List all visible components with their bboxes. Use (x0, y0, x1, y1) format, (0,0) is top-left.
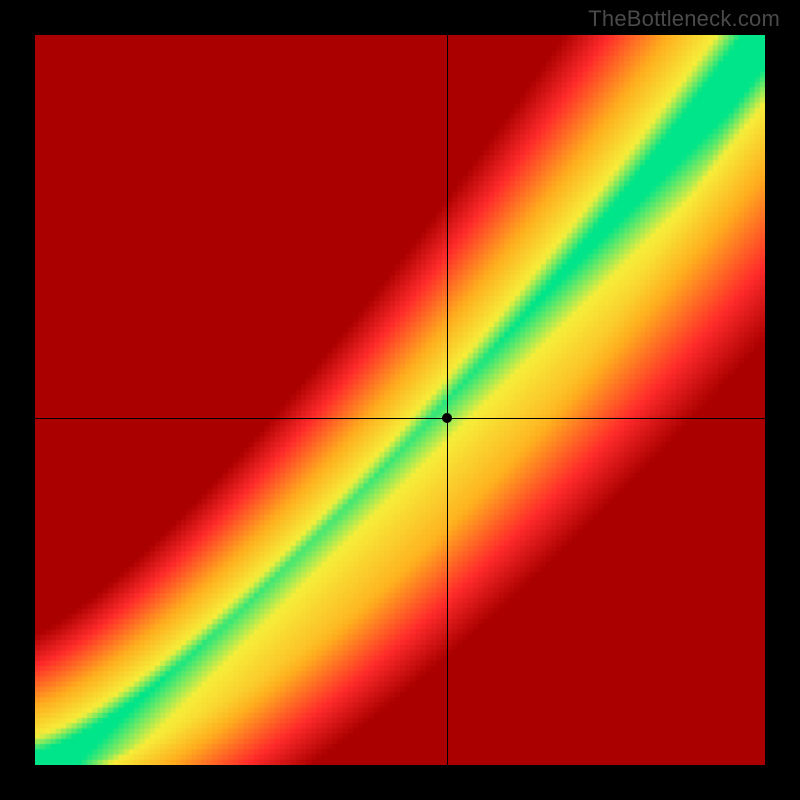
heatmap-canvas (35, 35, 765, 765)
crosshair-vertical (447, 35, 448, 765)
plot-area (35, 35, 765, 765)
chart-container: TheBottleneck.com (0, 0, 800, 800)
watermark-text: TheBottleneck.com (588, 6, 780, 32)
crosshair-marker (442, 413, 452, 423)
crosshair-horizontal (35, 418, 765, 419)
